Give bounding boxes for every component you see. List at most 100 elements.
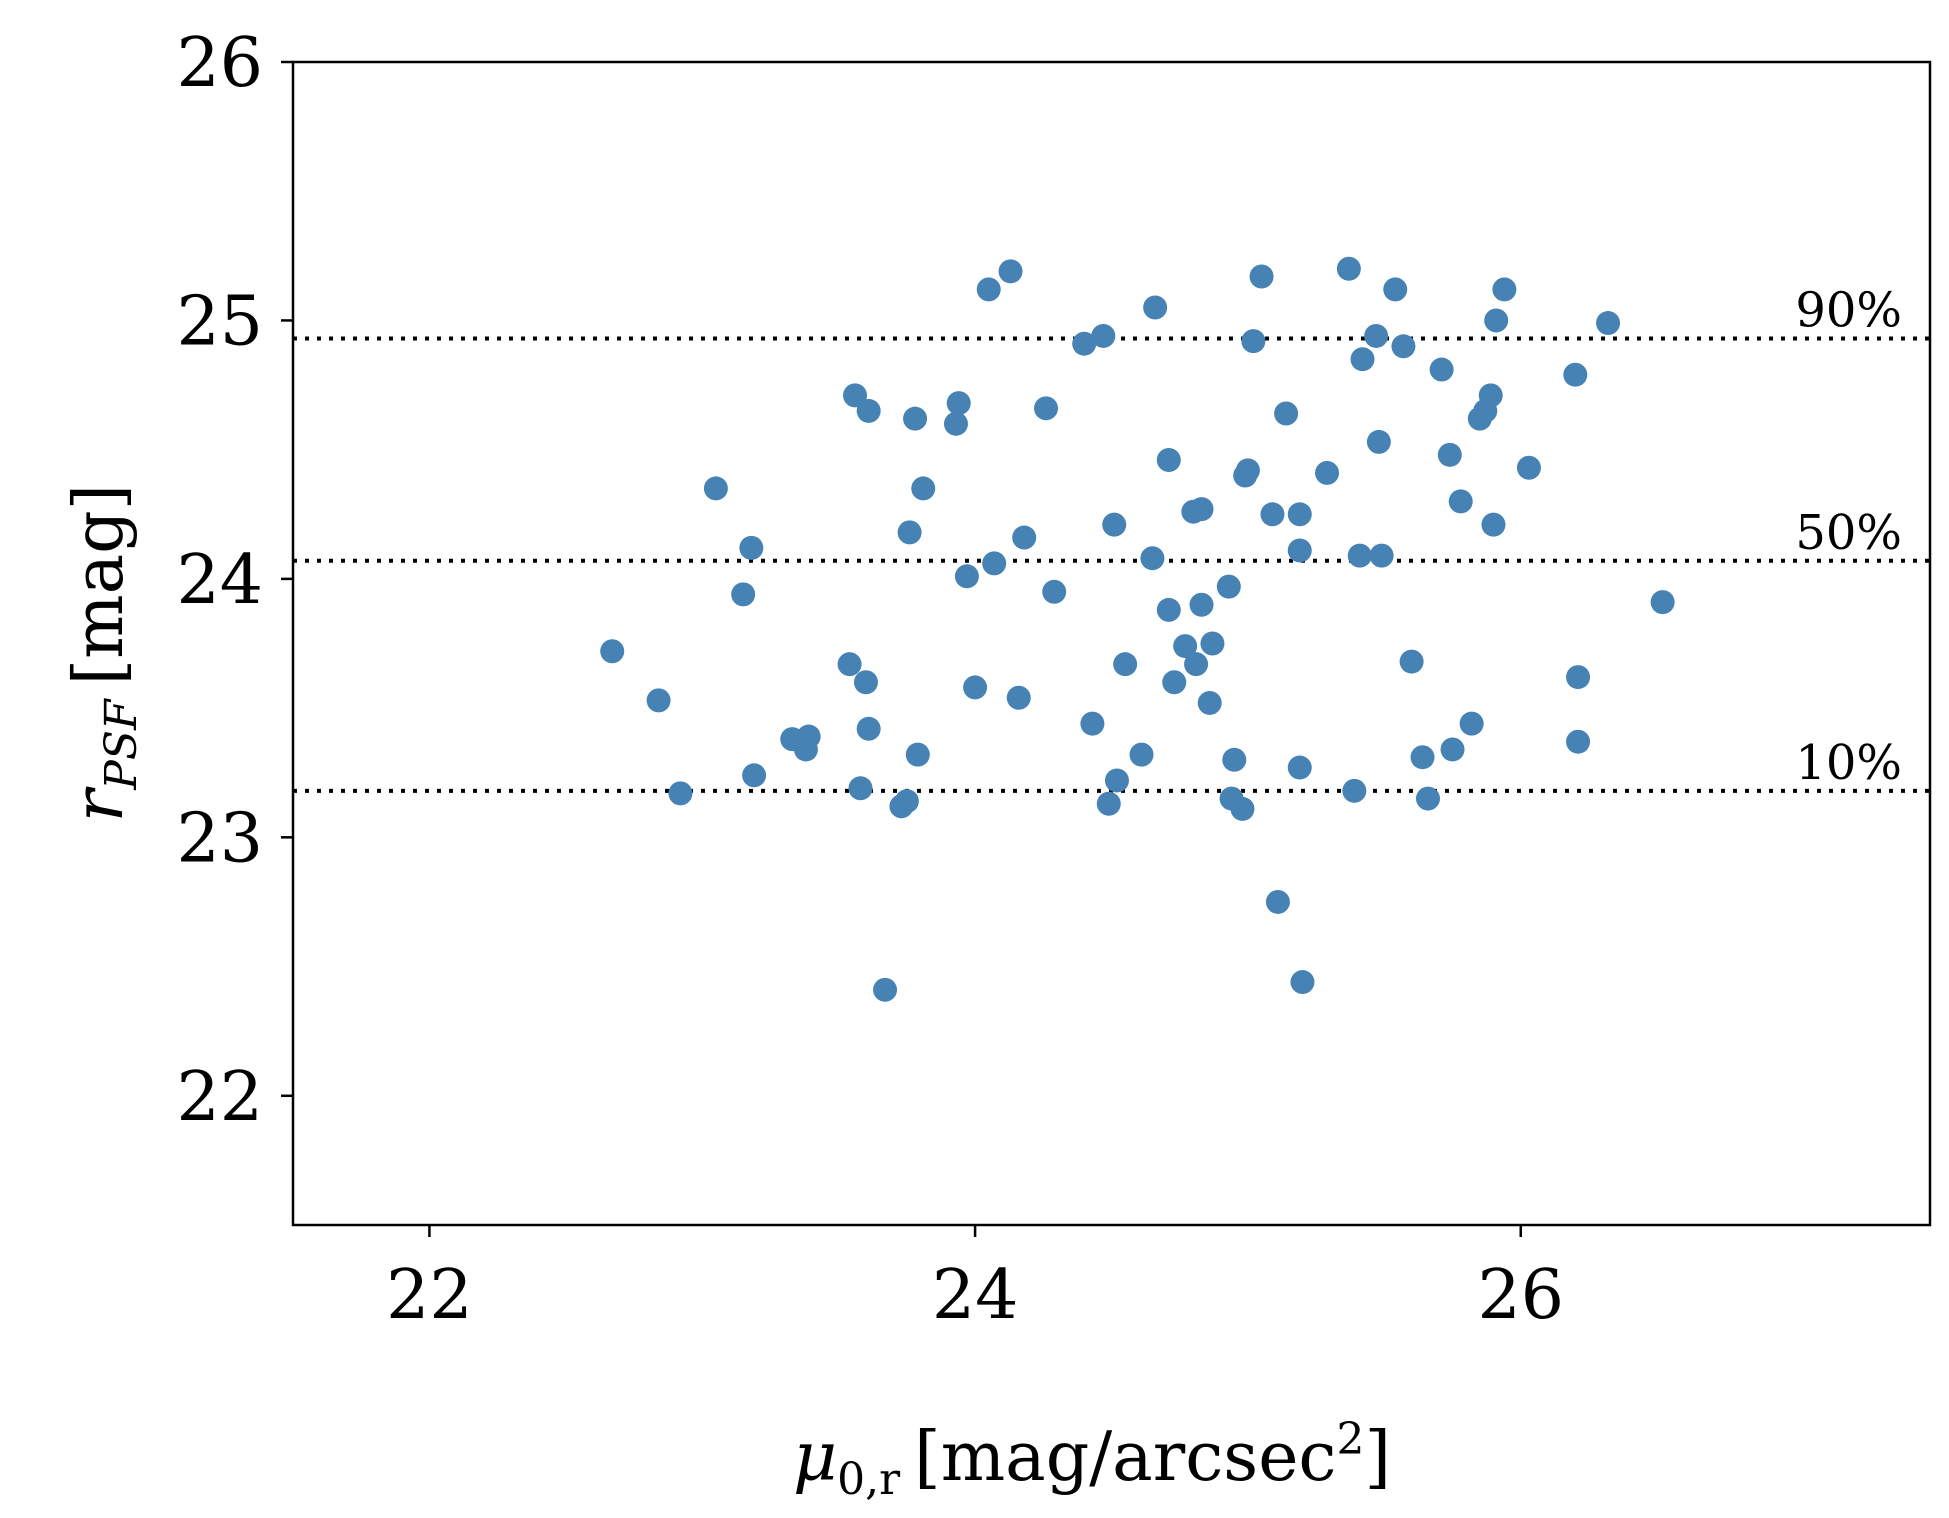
- data-point: [1096, 791, 1121, 816]
- data-point: [843, 383, 868, 408]
- data-point: [600, 639, 625, 664]
- data-point: [1366, 429, 1391, 454]
- data-point: [1516, 455, 1541, 480]
- data-point: [848, 776, 873, 801]
- data-point: [1429, 357, 1454, 382]
- data-point: [1200, 631, 1225, 656]
- data-point: [1222, 747, 1247, 772]
- data-point: [742, 763, 767, 788]
- x-tick-label: 22: [386, 1256, 473, 1335]
- data-point: [1399, 649, 1424, 674]
- reference-line-label: 10%: [1795, 735, 1902, 791]
- data-point: [976, 277, 1001, 302]
- data-point: [1287, 755, 1312, 780]
- data-point: [1216, 574, 1241, 599]
- data-point: [946, 391, 971, 416]
- y-tick-label: 23: [176, 799, 263, 878]
- data-point: [1391, 334, 1416, 359]
- data-point: [1440, 737, 1465, 762]
- data-point: [873, 977, 898, 1002]
- data-point: [1369, 543, 1394, 568]
- data-point: [1091, 323, 1116, 348]
- data-point: [1102, 512, 1127, 537]
- data-point: [982, 551, 1007, 576]
- data-point: [1006, 685, 1031, 710]
- data-point: [1189, 592, 1214, 617]
- x-axis: 22 24 26: [386, 1225, 1564, 1335]
- data-point: [1290, 970, 1315, 995]
- x-axis-units-superscript: 2: [1337, 1414, 1365, 1465]
- data-point: [1274, 401, 1299, 426]
- x-tick-label: 26: [1477, 1256, 1564, 1335]
- data-point: [837, 652, 862, 677]
- data-points: [600, 256, 1675, 1002]
- data-point: [1415, 786, 1440, 811]
- data-point: [1484, 308, 1509, 333]
- data-point: [903, 406, 928, 431]
- data-point: [1249, 264, 1274, 289]
- data-point: [1230, 796, 1255, 821]
- data-point: [1173, 634, 1198, 659]
- data-point: [1478, 383, 1503, 408]
- data-point: [1162, 670, 1187, 695]
- data-point: [963, 675, 988, 700]
- data-point: [1156, 448, 1181, 473]
- data-point: [1364, 323, 1389, 348]
- x-axis-units: [mag/arcsec: [914, 1418, 1336, 1497]
- data-point: [853, 670, 878, 695]
- data-point: [1156, 597, 1181, 622]
- data-point: [897, 520, 922, 545]
- data-point: [1072, 331, 1097, 356]
- data-point: [1189, 497, 1214, 522]
- data-point: [1129, 742, 1154, 767]
- plot-frame: [291, 60, 1932, 1227]
- data-point: [796, 724, 821, 749]
- data-point: [646, 688, 671, 713]
- data-point: [668, 781, 693, 806]
- data-point: [1034, 396, 1059, 421]
- data-point: [1260, 502, 1285, 527]
- y-tick-label: 26: [176, 24, 263, 103]
- data-point: [943, 411, 968, 436]
- reference-line-label: 90%: [1795, 283, 1902, 339]
- data-point: [1350, 347, 1375, 372]
- data-point: [1113, 652, 1138, 677]
- data-point: [1596, 311, 1621, 336]
- data-point: [856, 716, 881, 741]
- x-axis-subscript: 0,r: [837, 1454, 901, 1505]
- data-point: [998, 259, 1023, 284]
- data-point: [905, 742, 930, 767]
- y-tick-label: 22: [176, 1058, 263, 1137]
- y-tick-label: 24: [176, 541, 263, 620]
- data-point: [1315, 460, 1340, 485]
- data-point: [1197, 690, 1222, 715]
- x-axis-units-close: ]: [1365, 1418, 1392, 1497]
- data-point: [856, 398, 881, 423]
- data-point: [703, 476, 728, 501]
- y-axis-units: [mag]: [60, 484, 139, 686]
- x-axis-symbol: μ: [793, 1418, 837, 1497]
- data-point: [954, 564, 979, 589]
- reference-line-label: 50%: [1795, 505, 1902, 561]
- data-point: [739, 535, 764, 560]
- data-point: [1347, 543, 1372, 568]
- data-point: [1012, 525, 1037, 550]
- data-point: [1481, 512, 1506, 537]
- data-point: [731, 582, 756, 607]
- data-point: [1336, 256, 1361, 281]
- data-point: [1140, 546, 1165, 571]
- data-point: [1104, 768, 1129, 793]
- data-point: [1563, 362, 1588, 387]
- data-point: [1383, 277, 1408, 302]
- data-point: [1448, 489, 1473, 514]
- data-point: [1459, 711, 1484, 736]
- data-point: [1241, 329, 1266, 354]
- reference-lines: 90% 50% 10%: [293, 283, 1930, 793]
- data-point: [1080, 711, 1105, 736]
- data-point: [1437, 442, 1462, 467]
- data-point: [1410, 745, 1435, 770]
- data-point: [1650, 590, 1675, 615]
- y-axis-subscript: PSF: [96, 698, 147, 791]
- data-point: [1566, 729, 1591, 754]
- data-point: [911, 476, 936, 501]
